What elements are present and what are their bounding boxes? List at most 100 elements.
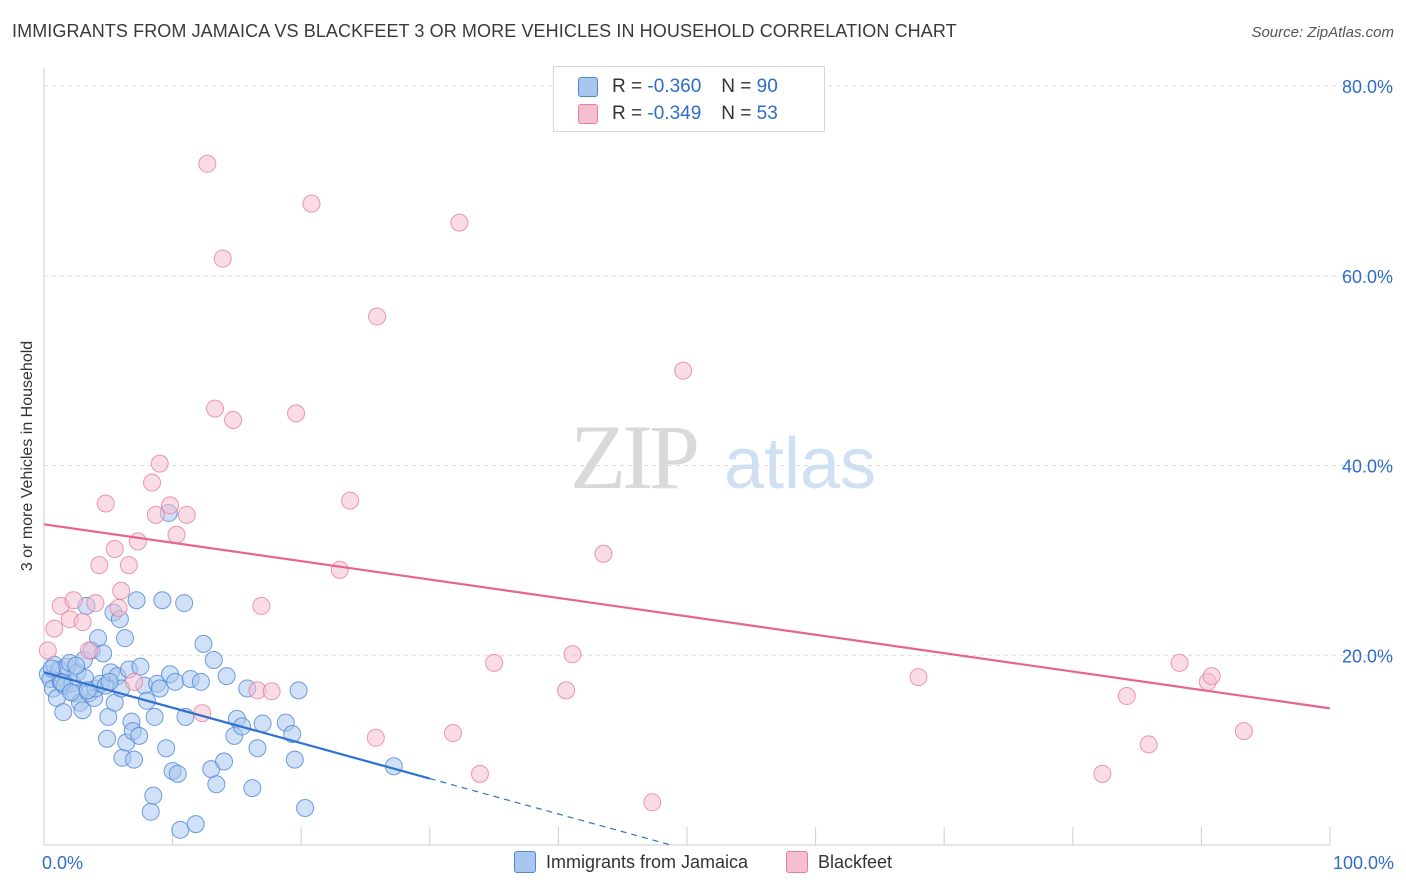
blackfeet-point [38,641,57,660]
series-label-blackfeet: Blackfeet [818,851,893,872]
jamaica-point [157,739,176,758]
jamaica-point [54,703,73,722]
blackfeet-point [73,613,92,632]
blackfeet-point [86,594,105,613]
series-label-jamaica: Immigrants from Jamaica [545,851,748,872]
jamaica-point [171,820,190,839]
blackfeet-point [252,596,271,615]
legend-r-value: -0.360 [647,76,702,97]
jamaica-point [145,707,164,726]
watermark-zip: ZIP [570,406,697,508]
blackfeet-point [105,539,124,558]
blackfeet-point [119,556,138,575]
jamaica-point [62,683,81,702]
blackfeet-point [909,668,928,687]
chart-source: Source: ZipAtlas.com [1251,24,1394,41]
jamaica-point [144,786,163,805]
blackfeet-point [128,532,147,551]
series-swatch-jamaica [513,851,536,873]
blackfeet-point [1234,722,1253,741]
blackfeet-point [643,793,662,812]
legend-r-label: R = [612,103,643,124]
jamaica-point [168,764,187,783]
legend-n-value: 53 [756,103,778,124]
jamaica-point [283,724,302,743]
jamaica-point [186,815,205,834]
jamaica-point [194,634,213,653]
jamaica-point [166,672,185,691]
jamaica-point [215,752,234,771]
y-tick-label: 80.0% [1342,77,1393,97]
x-tick-label-max: 100.0% [1332,853,1394,873]
jamaica-point [131,657,150,676]
jamaica-point [153,591,172,610]
legend-swatch-blackfeet [578,104,598,124]
blackfeet-point [262,682,281,701]
jamaica-point [243,779,262,798]
blackfeet-point [64,591,83,610]
blackfeet-point [366,728,385,747]
blackfeet-point [96,494,115,513]
blackfeet-point [167,525,186,544]
blackfeet-point [1093,764,1112,783]
jamaica-point [175,594,194,613]
blackfeet-point [1170,653,1189,672]
blackfeet-point [557,681,576,700]
jamaica-point [130,726,149,745]
jamaica-point [253,714,272,733]
jamaica-point [204,650,223,669]
blackfeet-point [1117,687,1136,706]
x-tick-label-min: 0.0% [42,853,84,873]
blackfeet-point [90,556,109,575]
blackfeet-point [1139,735,1158,754]
blackfeet-point [143,473,162,492]
legend-n-label: N = [721,103,752,124]
legend-r-value: -0.349 [647,103,702,124]
legend-row-blackfeet: R = -0.349 N = 53 [578,101,778,127]
jamaica-trend-line [43,671,431,780]
y-tick-label: 60.0% [1342,267,1393,287]
blackfeet-point [341,491,360,510]
chart-title: IMMIGRANTS FROM JAMAICA VS BLACKFEET 3 O… [12,21,957,41]
blackfeet-point [80,641,99,660]
blackfeet-point [450,213,469,232]
watermark-atlas: atlas [724,424,876,504]
jamaica-point [217,667,236,686]
jamaica-point [207,775,226,794]
blackfeet-point [302,194,321,213]
blackfeet-point [563,645,582,664]
blackfeet-point [674,361,693,380]
blackfeet-point [112,581,131,600]
jamaica-trend-extension [429,778,672,846]
blackfeet-point [45,619,64,638]
blackfeet-point [125,672,144,691]
blackfeet-point [287,404,306,423]
blackfeet-point [213,249,232,268]
blackfeet-point [177,505,196,524]
blackfeet-point [206,399,225,418]
blackfeet-trend-line [43,523,1331,710]
jamaica-point [125,750,144,769]
jamaica-point [296,798,315,817]
legend-r-label: R = [612,76,643,97]
legend-row-jamaica: R = -0.360 N = 90 [578,74,778,100]
blackfeet-point [109,598,128,617]
blackfeet-point [443,724,462,743]
blackfeet-point [198,154,217,173]
blackfeet-point [161,496,180,515]
blackfeet-point [594,544,613,563]
jamaica-point [73,701,92,720]
y-tick-label: 20.0% [1342,646,1393,666]
blackfeet-point [150,454,169,473]
series-legend-item-jamaica: Immigrants from Jamaica [513,851,748,873]
jamaica-point [150,679,169,698]
series-legend: Immigrants from Jamaica Blackfeet [0,851,1406,873]
blackfeet-point [485,653,504,672]
correlation-legend: R = -0.360 N = 90 R = -0.349 N = 53 [553,66,825,132]
jamaica-point [191,672,210,691]
jamaica-point [98,729,117,748]
blackfeet-point [1202,667,1221,686]
legend-swatch-jamaica [578,77,598,97]
y-tick-label: 40.0% [1342,457,1393,477]
